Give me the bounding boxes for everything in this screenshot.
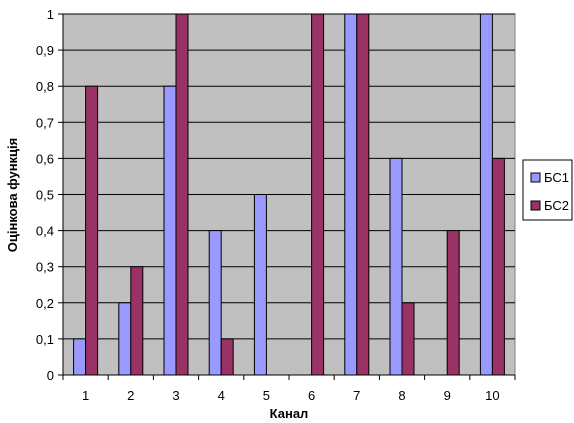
y-tick-label: 0,6 <box>36 151 54 166</box>
y-tick-label: 0,5 <box>36 188 54 203</box>
bar-2-cat-9 <box>446 230 460 376</box>
x-tick-label: 4 <box>218 388 225 403</box>
x-tick-label: 6 <box>308 388 315 403</box>
x-tick-label: 3 <box>172 388 179 403</box>
x-tick-label: 8 <box>398 388 405 403</box>
legend-swatch-2 <box>530 200 541 211</box>
y-tick-label: 0,3 <box>36 260 54 275</box>
x-tick-label: 5 <box>263 388 270 403</box>
x-tick-label: 9 <box>444 388 451 403</box>
legend-swatch-1 <box>530 172 541 183</box>
bar-2-cat-10 <box>491 157 505 376</box>
x-tick-label: 10 <box>485 388 499 403</box>
bar-1-cat-3 <box>163 85 177 376</box>
bars <box>73 13 505 376</box>
y-tick-label: 0,7 <box>36 115 54 130</box>
x-tick-label: 7 <box>353 388 360 403</box>
x-axis: 1 2 3 4 5 6 7 8 9 10 <box>62 374 516 403</box>
bar-1-cat-5 <box>253 194 267 376</box>
bar-2-cat-2 <box>130 266 144 376</box>
bar-1-cat-10 <box>479 13 493 376</box>
x-tick-label: 2 <box>127 388 134 403</box>
bar-1-cat-7 <box>344 13 358 376</box>
y-tick-label: 0,4 <box>36 224 54 239</box>
bar-1-cat-8 <box>389 157 403 376</box>
y-tick-label: 0,1 <box>36 332 54 347</box>
bar-2-cat-7 <box>356 13 370 376</box>
bar-2-cat-1 <box>85 85 99 376</box>
legend: БС1 БС2 <box>522 159 573 221</box>
x-axis-title: Канал <box>270 406 309 421</box>
y-axis: 0 0,1 0,2 0,3 0,4 0,5 0,6 0,7 0,8 0,9 1 <box>36 7 64 383</box>
bar-2-cat-3 <box>175 13 189 376</box>
y-tick-label: 0,9 <box>36 43 54 58</box>
x-tick-label: 1 <box>82 388 89 403</box>
y-axis-title: Оцінкова функція <box>5 138 20 253</box>
y-tick-label: 0,2 <box>36 296 54 311</box>
bar-2-cat-8 <box>401 302 415 376</box>
bar-1-cat-2 <box>118 302 132 376</box>
bar-1-cat-4 <box>208 230 222 376</box>
legend-label-1: БС1 <box>544 170 569 185</box>
bar-1-cat-1 <box>73 338 87 376</box>
y-tick-label: 0,8 <box>36 79 54 94</box>
bar-2-cat-4 <box>220 338 234 376</box>
bar-2-cat-6 <box>311 13 325 376</box>
legend-label-2: БС2 <box>544 198 569 213</box>
y-tick-label: 1 <box>47 7 54 22</box>
y-tick-label: 0 <box>47 368 54 383</box>
